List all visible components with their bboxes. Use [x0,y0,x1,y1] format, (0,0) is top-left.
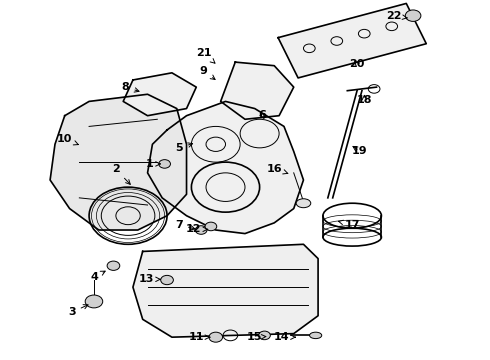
Polygon shape [147,102,303,234]
Text: 14: 14 [274,332,295,342]
Polygon shape [278,4,426,78]
Polygon shape [123,73,196,116]
Circle shape [196,226,207,234]
Text: 22: 22 [386,11,407,21]
Circle shape [159,159,171,168]
Circle shape [259,331,270,340]
Text: 4: 4 [90,271,105,282]
Text: 12: 12 [186,224,208,234]
Text: 17: 17 [339,220,360,230]
Text: 3: 3 [68,305,88,317]
Circle shape [107,261,120,270]
Text: 10: 10 [57,134,78,145]
Circle shape [85,295,103,308]
Circle shape [161,275,173,285]
Text: 15: 15 [247,332,266,342]
Text: 7: 7 [175,220,195,230]
Ellipse shape [296,199,311,208]
Text: 6: 6 [258,110,266,120]
Polygon shape [220,62,294,119]
Text: 18: 18 [357,95,372,105]
Circle shape [205,222,217,231]
Text: 2: 2 [112,164,130,184]
Ellipse shape [310,332,322,339]
Text: 11: 11 [189,332,210,342]
Circle shape [209,332,222,342]
Circle shape [405,10,421,21]
Polygon shape [133,244,318,337]
Text: 1: 1 [146,159,160,169]
Text: 9: 9 [199,66,215,80]
Text: 5: 5 [175,143,193,153]
Polygon shape [50,94,187,230]
Text: 20: 20 [349,59,365,69]
Text: 19: 19 [352,146,368,156]
Text: 21: 21 [196,48,215,63]
Text: 8: 8 [122,82,139,92]
Text: 16: 16 [267,163,288,174]
Text: 13: 13 [139,274,160,284]
